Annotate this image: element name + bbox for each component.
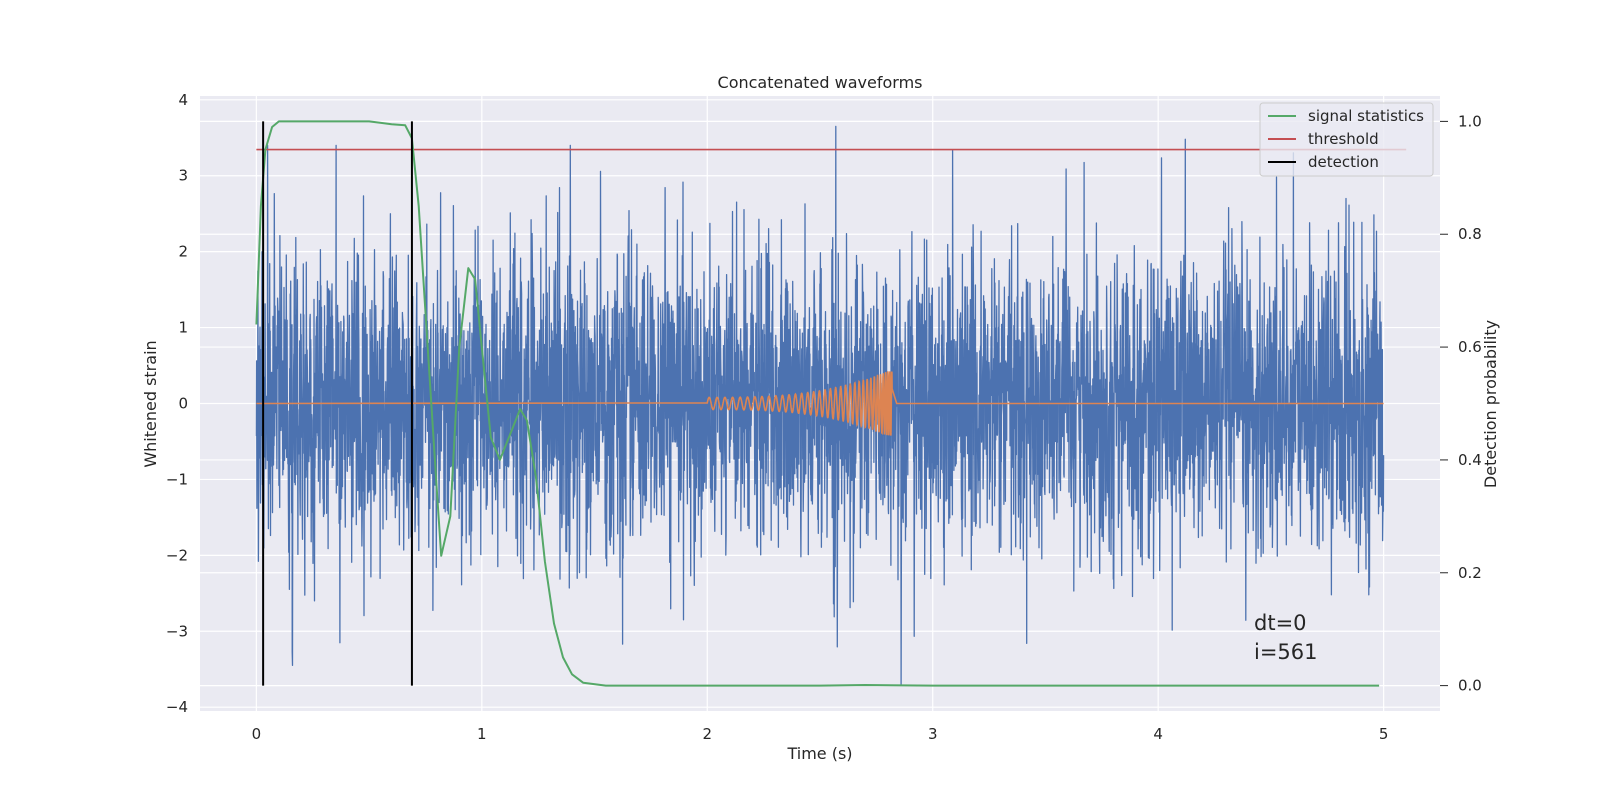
y2-tick-label: 0.6 [1458,338,1482,356]
y-tick-label: 2 [178,243,188,261]
legend: signal statistics threshold detection [1259,102,1434,177]
data-layer [255,120,1407,687]
signal-statistics-line [255,120,1380,687]
chart-title: Concatenated waveforms [718,73,923,92]
y2-tick-label: 0.0 [1458,677,1482,695]
legend-box [1259,102,1434,177]
y-tick-label: −3 [166,622,188,640]
y2-tick-label: 0.2 [1458,564,1482,582]
strain-series-line [255,125,1385,686]
x-axis-label: Time (s) [786,744,852,763]
y2-tick-label: 1.0 [1458,112,1482,130]
y-tick-label: 0 [178,395,188,413]
y-tick-label: 4 [178,91,188,109]
x-tick-label: 1 [477,725,487,743]
annotation-i: i=561 [1254,640,1318,664]
y2-tick-label: 0.4 [1458,451,1482,469]
legend-label-signal-statistics: signal statistics [1308,107,1424,125]
y-tick-label: −4 [166,698,188,716]
y-tick-label: 3 [178,167,188,185]
x-tick-label: 2 [702,725,712,743]
annotation-dt: dt=0 [1254,611,1307,635]
legend-label-threshold: threshold [1308,130,1379,148]
y-axis-label: Whitened strain [141,340,160,467]
x-tick-label: 4 [1153,725,1163,743]
y-tick-label: −2 [166,546,188,564]
x-tick-label: 0 [252,725,262,743]
x-tick-label: 5 [1379,725,1389,743]
y-tick-label: 1 [178,319,188,337]
y-tick-label: −1 [166,470,188,488]
y2-tick-label: 0.8 [1458,225,1482,243]
tick-layer: 0 1 2 3 4 5 −4 −3 −2 −1 0 1 2 3 4 0.0 0.2 0.4 0.6 0.8 1.0 [166,91,1482,743]
injected-signal-line [256,371,1384,436]
y2-axis-label: Detection probability [1481,320,1500,488]
x-tick-label: 3 [928,725,938,743]
legend-label-detection: detection [1308,153,1379,171]
